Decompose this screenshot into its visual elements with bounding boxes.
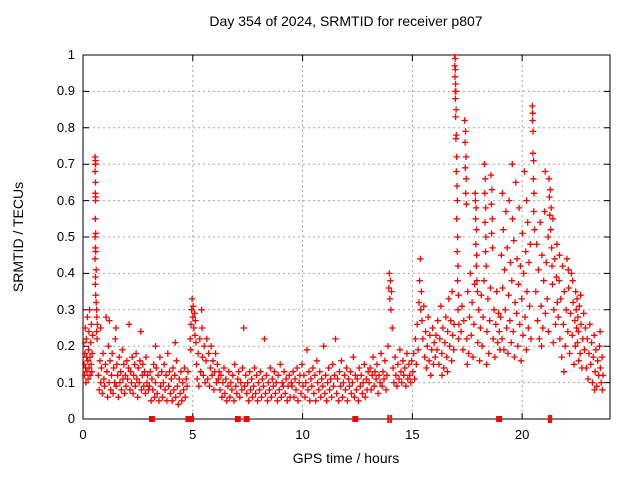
axis-zero-tick-marker bbox=[547, 415, 550, 423]
axis-zero-tick-marker bbox=[550, 415, 553, 423]
axis-zero-square-marker bbox=[243, 416, 250, 422]
axis-zero-square-marker bbox=[352, 416, 359, 422]
x-tick-label: 20 bbox=[514, 427, 530, 442]
y-tick-label: 1 bbox=[67, 47, 75, 62]
axis-zero-square-marker bbox=[148, 416, 155, 422]
axis-zero-square-marker bbox=[188, 416, 195, 422]
axis-zero-tick-marker bbox=[387, 415, 390, 423]
axis-ticks bbox=[82, 54, 610, 420]
y-tick-label: 0.3 bbox=[56, 301, 75, 317]
y-tick-label: 0 bbox=[67, 411, 75, 426]
x-tick-label: 10 bbox=[295, 427, 310, 442]
y-tick-label: 0.5 bbox=[56, 229, 75, 244]
y-tick-label: 0.2 bbox=[56, 338, 75, 354]
x-tick-label: 15 bbox=[405, 427, 420, 442]
y-tick-label: 0.8 bbox=[56, 119, 75, 135]
y-tick-label: 0.7 bbox=[56, 156, 75, 172]
x-axis-label: GPS time / hours bbox=[292, 450, 400, 466]
y-tick-label: 0.1 bbox=[56, 374, 75, 390]
y-tick-label: 0.6 bbox=[56, 192, 75, 208]
y-axis-label: SRMTID / TECUs bbox=[10, 181, 26, 293]
grid-lines bbox=[83, 55, 610, 419]
y-tick-label: 0.4 bbox=[56, 265, 75, 281]
x-tick-label: 0 bbox=[79, 427, 87, 442]
y-tick-label: 0.9 bbox=[56, 83, 75, 99]
axis-zero-square-marker bbox=[234, 416, 241, 422]
scatter-points bbox=[82, 54, 607, 408]
axis-zero-square-marker bbox=[496, 416, 503, 422]
chart-title: Day 354 of 2024, SRMTID for receiver p80… bbox=[209, 13, 483, 29]
x-tick-label: 5 bbox=[189, 427, 197, 442]
axis-zero-tick-marker bbox=[389, 415, 392, 423]
